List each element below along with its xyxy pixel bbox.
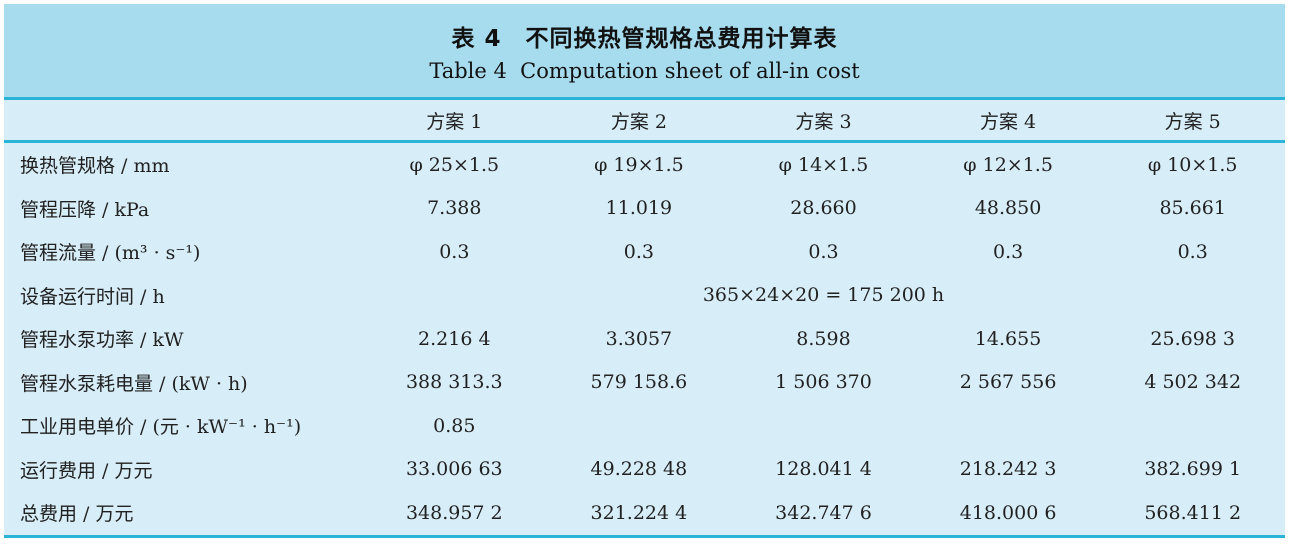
header-scheme-3: 方案 3 (795, 110, 852, 133)
cell-value: 382.699 1 (1144, 458, 1242, 481)
cell-value: 579 158.6 (590, 371, 688, 394)
cell-value: 0.3 (1177, 240, 1208, 263)
row-label: 运行费用 / 万元 (20, 459, 153, 482)
cell-value: 25.698 3 (1150, 327, 1235, 350)
cell-value: φ 10×1.5 (1147, 153, 1238, 176)
header-scheme-2: 方案 2 (610, 110, 667, 133)
cell-value: 49.228 48 (590, 458, 688, 481)
cell-value: φ 12×1.5 (963, 153, 1053, 176)
cell-value: 2 567 556 (959, 371, 1057, 394)
bottom-rule (4, 534, 1285, 538)
table-header-row: 方案 1 方案 2 方案 3 方案 4 方案 5 (4, 100, 1285, 140)
cell-value: 11.019 (605, 197, 673, 220)
row-label: 管程水泵功率 / kW (20, 329, 184, 352)
table-row-operating-time: 设备运行时间 / h 365×24×20 = 175 200 h (4, 274, 1285, 318)
row-label: 管程水泵耗电量 / (kW · h) (20, 372, 248, 395)
row-label: 换热管规格 / mm (20, 155, 170, 178)
table-body: 换热管规格 / mm φ 25×1.5 φ 19×1.5 φ 14×1.5 φ … (4, 143, 1285, 535)
cell-value: 3.3057 (605, 327, 673, 350)
table-row-pump-energy: 管程水泵耗电量 / (kW · h) 388 313.3 579 158.6 1… (4, 361, 1285, 405)
header-rule (4, 140, 1285, 143)
cell-value: φ 25×1.5 (409, 153, 500, 176)
cell-value: 4 502 342 (1144, 371, 1242, 394)
table-title-chinese: 表 4 不同换热管规格总费用计算表 (451, 25, 838, 52)
row-label: 设备运行时间 / h (20, 285, 165, 308)
cell-value: 418.000 6 (959, 501, 1057, 524)
header-scheme-4: 方案 4 (980, 110, 1037, 133)
row-label: 管程压降 / kPa (20, 198, 150, 221)
cell-value: 348.957 2 (405, 501, 503, 524)
row-label: 总费用 / 万元 (20, 503, 134, 526)
cell-value: 0.3 (808, 240, 839, 263)
cell-value: 0.3 (439, 240, 470, 263)
row-label: 工业用电单价 / (元 · kW⁻¹ · h⁻¹) (20, 416, 302, 439)
table-4-container: 表 4 不同换热管规格总费用计算表 Table 4 Computation sh… (4, 4, 1285, 538)
table-row-pressure-drop: 管程压降 / kPa 7.388 11.019 28.660 48.850 85… (4, 187, 1285, 231)
table-row-pump-power: 管程水泵功率 / kW 2.216 4 3.3057 8.598 14.655 … (4, 317, 1285, 361)
table-row-electricity-price: 工业用电单价 / (元 · kW⁻¹ · h⁻¹) 0.85 (4, 404, 1285, 448)
cell-value: 128.041 4 (775, 458, 872, 481)
cell-value: 14.655 (974, 327, 1042, 350)
cell-value: 48.850 (974, 197, 1042, 220)
cell-value: 568.411 2 (1144, 501, 1242, 524)
cell-value: 0.3 (623, 240, 654, 263)
table-row-total-cost: 总费用 / 万元 348.957 2 321.224 4 342.747 6 4… (4, 491, 1285, 535)
cell-value: 2.216 4 (418, 327, 491, 350)
cell-value: φ 19×1.5 (594, 153, 684, 176)
cell-value: 33.006 63 (405, 458, 503, 481)
cell-value: φ 14×1.5 (778, 153, 869, 176)
row-label: 管程流量 / (m³ · s⁻¹) (20, 242, 201, 265)
cell-value: 28.660 (790, 197, 857, 220)
table-row-operating-cost: 运行费用 / 万元 33.006 63 49.228 48 128.041 4 … (4, 448, 1285, 492)
cell-value: 388 313.3 (405, 371, 503, 394)
cell-value: 1 506 370 (775, 371, 872, 394)
table-title-band: 表 4 不同换热管规格总费用计算表 Table 4 Computation sh… (4, 4, 1285, 97)
header-scheme-1: 方案 1 (426, 110, 483, 133)
cell-value: 342.747 6 (775, 501, 872, 524)
cell-value: 7.388 (427, 197, 482, 220)
cell-value: 8.598 (796, 327, 851, 350)
cell-value: 85.661 (1159, 197, 1226, 220)
cell-value: 0.85 (433, 414, 476, 437)
header-scheme-5: 方案 5 (1164, 110, 1221, 133)
cell-value: 321.224 4 (590, 501, 688, 524)
cell-value: 218.242 3 (959, 458, 1057, 481)
cell-value: 0.3 (992, 240, 1024, 263)
merged-cell-operating-time: 365×24×20 = 175 200 h (702, 284, 945, 307)
table-title-english: Table 4 Computation sheet of all-in cost (429, 58, 860, 83)
top-rule (4, 97, 1285, 100)
table-row-flow-rate: 管程流量 / (m³ · s⁻¹) 0.3 0.3 0.3 0.3 0.3 (4, 230, 1285, 274)
table-row-tube-spec: 换热管规格 / mm φ 25×1.5 φ 19×1.5 φ 14×1.5 φ … (4, 143, 1285, 187)
